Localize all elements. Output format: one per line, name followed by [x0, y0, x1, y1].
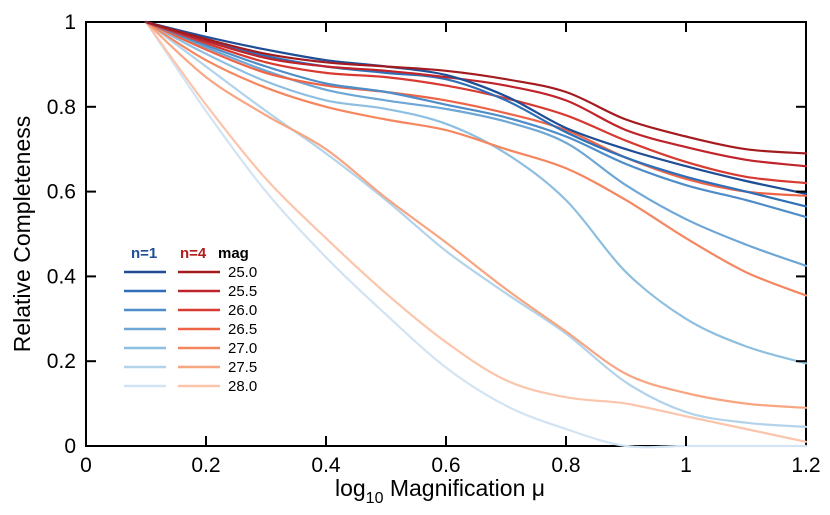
x-axis-title-rest: Magnification μ — [383, 475, 545, 501]
series-line — [144, 20, 808, 297]
series-line — [144, 20, 808, 409]
y-axis-title: Relative Completeness — [9, 116, 35, 353]
series-line — [144, 20, 808, 185]
x-axis-title: log10 Magnification μ — [335, 475, 545, 507]
legend-header-mag: mag — [218, 245, 249, 262]
x-tick-label: 0.8 — [551, 454, 580, 477]
legend-mag-label: 28.0 — [228, 378, 257, 395]
legend-mag-label: 27.5 — [228, 359, 257, 376]
x-axis-title-subscript: 10 — [366, 490, 384, 507]
series-line — [144, 20, 808, 208]
series-line — [144, 20, 808, 155]
y-tick-label: 0 — [64, 435, 76, 458]
legend-mag-label: 25.0 — [228, 264, 257, 281]
x-tick-label: 0.4 — [311, 454, 341, 477]
legend-mag-label: 26.0 — [228, 302, 257, 319]
x-tick-label: 1 — [680, 454, 692, 477]
y-tick-label: 0.4 — [47, 265, 77, 288]
series-line — [144, 20, 808, 267]
x-tick-label: 0 — [80, 454, 92, 477]
y-tick-label: 0.6 — [47, 181, 76, 204]
legend-header-n4: n=4 — [180, 245, 207, 262]
legend: n=1 n=4 mag 25.0 25.5 26.0 26.5 27.0 27.5 28.0 — [124, 245, 257, 395]
series-line — [144, 20, 808, 219]
series-line — [144, 20, 808, 443]
series-layer — [144, 20, 808, 449]
x-tick-label: 0.2 — [191, 454, 220, 477]
x-tick-label: 0.6 — [431, 454, 460, 477]
series-line — [144, 20, 808, 195]
legend-mag-label: 26.5 — [228, 321, 257, 338]
series-line — [144, 20, 808, 168]
legend-mag-label: 27.0 — [228, 340, 257, 357]
x-axis-title-main: log — [335, 475, 366, 501]
x-tick-label: 1.2 — [791, 454, 820, 477]
y-tick-label: 0.8 — [47, 96, 76, 119]
tick-layer: 0 0.2 0.4 0.6 0.8 1 1.2 0 0.2 0.4 0.6 0.8 1 — [47, 11, 821, 477]
legend-header-n1: n=1 — [131, 245, 157, 262]
series-line — [144, 20, 808, 197]
y-tick-label: 0.2 — [47, 350, 76, 373]
y-tick-label: 1 — [64, 11, 76, 34]
legend-mag-label: 25.5 — [228, 283, 257, 300]
series-line — [144, 20, 808, 428]
